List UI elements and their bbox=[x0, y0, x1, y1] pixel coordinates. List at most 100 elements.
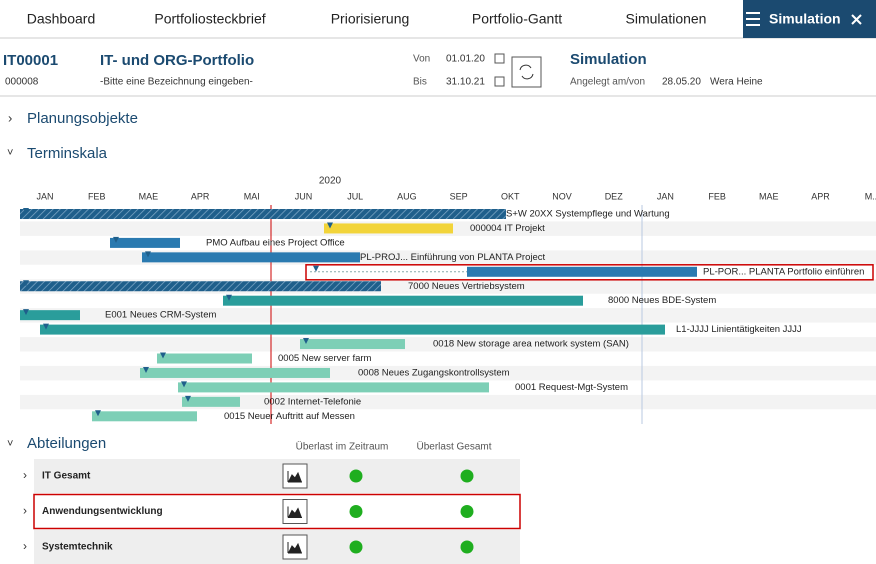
status-dot bbox=[460, 540, 474, 554]
active-tab[interactable] bbox=[743, 0, 876, 38]
gantt-bar[interactable] bbox=[110, 237, 180, 248]
gantt-bar[interactable] bbox=[20, 209, 506, 219]
column-header: Überlast Gesamt bbox=[416, 441, 491, 453]
department-table: › IT Gesamt › Anwendungsentwicklung › Systemt… bbox=[23, 459, 521, 564]
chart-icon[interactable] bbox=[287, 471, 302, 483]
nav-tab[interactable]: Portfolio-Gantt bbox=[472, 11, 562, 27]
milestone bbox=[23, 208, 29, 214]
selection-box bbox=[305, 264, 874, 281]
section-title[interactable]: Terminskala bbox=[27, 145, 108, 162]
department-name[interactable]: Anwendungsentwicklung bbox=[42, 506, 163, 517]
gantt-bar[interactable] bbox=[140, 367, 330, 378]
month-label: JUN bbox=[295, 191, 313, 201]
month-label: M... bbox=[865, 191, 876, 201]
created-by: Wera Heine bbox=[710, 77, 763, 88]
expand-icon[interactable]: › bbox=[23, 468, 27, 482]
month-label: AUG bbox=[397, 191, 417, 201]
section-title[interactable]: Abteilungen bbox=[27, 435, 106, 452]
gantt-bar[interactable] bbox=[324, 223, 453, 234]
chart-button[interactable] bbox=[282, 499, 308, 524]
department-name[interactable]: Systemtechnik bbox=[42, 542, 113, 553]
chart-button[interactable] bbox=[282, 534, 308, 560]
chart-icon[interactable] bbox=[287, 542, 302, 554]
status-dot bbox=[349, 469, 363, 483]
gantt-label: L1-JJJJ Linientätigkeiten JJJJ bbox=[676, 324, 802, 335]
calendar-icon[interactable] bbox=[494, 76, 505, 87]
status-dot bbox=[349, 540, 363, 554]
nav-tab[interactable]: Priorisierung bbox=[331, 11, 410, 27]
gantt-label: 7000 Neues Vertriebsystem bbox=[408, 281, 525, 292]
active-tab-label[interactable]: Simulation bbox=[769, 11, 841, 27]
chart-button[interactable] bbox=[282, 463, 308, 489]
gantt-bar[interactable] bbox=[467, 266, 697, 277]
department-row[interactable] bbox=[34, 530, 520, 564]
refresh-icon[interactable] bbox=[519, 64, 534, 80]
from-date[interactable]: 01.01.20 bbox=[446, 54, 485, 65]
gantt-bar[interactable] bbox=[300, 339, 405, 350]
gantt-bar[interactable] bbox=[20, 281, 381, 292]
close-icon[interactable] bbox=[851, 14, 862, 25]
milestone bbox=[145, 251, 151, 258]
gantt-bar[interactable] bbox=[178, 382, 489, 393]
milestone bbox=[303, 338, 309, 345]
gantt-label: 0005 New server farm bbox=[278, 353, 372, 364]
expand-icon[interactable]: › bbox=[23, 539, 27, 553]
milestone bbox=[143, 366, 149, 373]
nav-tab[interactable]: Dashboard bbox=[27, 11, 96, 27]
milestone bbox=[23, 280, 29, 287]
nav-tab[interactable]: Simulationen bbox=[626, 11, 707, 27]
gantt-label: 0008 Neues Zugangskontrollsystem bbox=[358, 367, 510, 378]
gantt-bar[interactable] bbox=[182, 396, 240, 407]
department-row[interactable] bbox=[33, 493, 521, 530]
gantt-bar[interactable] bbox=[40, 324, 665, 335]
simulation-title: Simulation bbox=[570, 51, 647, 68]
department-name[interactable]: IT Gesamt bbox=[42, 471, 91, 482]
object-title: IT- und ORG-Portfolio bbox=[100, 52, 254, 69]
status-dot bbox=[460, 469, 474, 483]
milestone bbox=[43, 323, 49, 330]
gantt-label: 0001 Request-Mgt-System bbox=[515, 382, 628, 393]
month-label: MAE bbox=[139, 191, 159, 201]
gantt-label: E001 Neues CRM-System bbox=[105, 310, 216, 321]
to-date[interactable]: 31.10.21 bbox=[446, 77, 485, 88]
created-label: Angelegt am/von bbox=[570, 77, 645, 88]
milestone bbox=[181, 381, 187, 388]
gantt-label: 8000 Neues BDE-System bbox=[608, 295, 716, 306]
gantt-label: S+W 20XX Systempflege und Wartung bbox=[506, 209, 670, 220]
calendar-icon[interactable] bbox=[494, 53, 505, 64]
month-label: FEB bbox=[88, 191, 106, 201]
gantt-label: 000004 IT Projekt bbox=[470, 223, 545, 234]
object-description[interactable]: -Bitte eine Bezeichnung eingeben- bbox=[100, 77, 253, 88]
to-label: Bis bbox=[413, 77, 427, 88]
month-label: JAN bbox=[657, 191, 674, 201]
from-label: Von bbox=[413, 54, 430, 65]
row-stripe bbox=[20, 308, 876, 323]
gantt-bar[interactable] bbox=[92, 411, 197, 422]
refresh-button[interactable] bbox=[511, 56, 542, 88]
collapse-icon[interactable]: ˅ bbox=[7, 438, 13, 450]
month-label: APR bbox=[811, 191, 830, 201]
month-label: SEP bbox=[450, 191, 468, 201]
gantt-bar[interactable] bbox=[223, 295, 583, 306]
gantt-label: 0002 Internet-Telefonie bbox=[264, 396, 361, 407]
created-date: 28.05.20 bbox=[662, 77, 701, 88]
collapse-icon[interactable]: ˅ bbox=[7, 147, 13, 159]
milestone bbox=[185, 395, 191, 402]
section-title[interactable]: Planungsobjekte bbox=[27, 110, 138, 127]
gantt-label: PL-POR... PLANTA Portfolio einführen bbox=[703, 266, 864, 277]
gantt-bar[interactable] bbox=[157, 353, 252, 364]
nav-tab[interactable]: Portfoliosteckbrief bbox=[154, 11, 265, 27]
gantt-bar[interactable] bbox=[20, 310, 80, 321]
status-dot bbox=[349, 505, 363, 518]
row-stripe bbox=[20, 337, 876, 352]
chart-icon[interactable] bbox=[287, 506, 302, 518]
expand-icon[interactable]: › bbox=[23, 504, 27, 518]
expand-icon[interactable]: › bbox=[8, 110, 12, 125]
gantt-bar[interactable] bbox=[142, 252, 360, 263]
menu-icon[interactable] bbox=[746, 12, 760, 26]
milestone bbox=[313, 265, 319, 272]
object-id: IT00001 bbox=[3, 52, 58, 69]
department-row[interactable] bbox=[34, 459, 520, 493]
milestone bbox=[95, 410, 101, 417]
